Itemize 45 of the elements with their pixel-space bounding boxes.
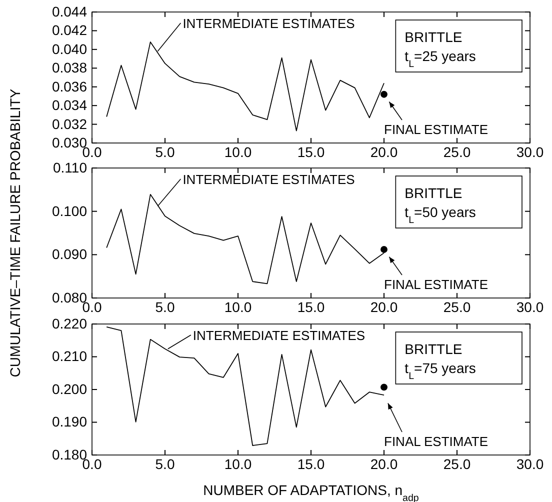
y-tick-label: 0.100 — [52, 202, 88, 219]
y-tick-label: 0.220 — [52, 315, 88, 332]
y-tick-label: 0.210 — [52, 348, 88, 364]
x-tick-label: 5.0 — [155, 456, 175, 472]
x-tick-label: 5.0 — [155, 298, 175, 315]
x-tick-label: 20.0 — [370, 456, 398, 472]
annotation: INTERMEDIATE ESTIMATES — [182, 16, 356, 31]
x-tick-label: 25.0 — [443, 298, 471, 315]
x-tick-label: 20.0 — [370, 144, 398, 160]
y-tick-label: 0.042 — [52, 22, 88, 38]
x-tick-label: 25.0 — [443, 144, 471, 160]
y-tick-label: 0.190 — [52, 414, 88, 430]
y-tick-label: 0.036 — [52, 78, 88, 94]
y-tick-label: 0.032 — [52, 116, 88, 132]
x-tick-label: 10.0 — [224, 298, 252, 315]
x-tick-label: 15.0 — [297, 144, 325, 160]
x-tick-label: 30.0 — [516, 144, 544, 160]
y-tick-label: 0.040 — [52, 40, 88, 57]
annotation: t$_{L}$=75 years — [404, 360, 476, 382]
y-tick-label: 0.034 — [52, 97, 88, 114]
annotation: t$_{L}$=50 years — [404, 204, 476, 226]
annotation: BRITTLE — [404, 341, 462, 357]
x-tick-label: 20.0 — [370, 298, 398, 315]
y-tick-label: 0.110 — [53, 159, 88, 176]
x-tick-label: 10.0 — [224, 456, 252, 472]
y-tick-label: 0.044 — [52, 3, 88, 20]
annotation: INTERMEDIATE ESTIMATES — [182, 172, 356, 187]
x-tick-label: 30.0 — [516, 456, 544, 472]
y-tick-label: 0.200 — [52, 380, 88, 397]
annotation: FINAL ESTIMATE — [384, 122, 488, 137]
annotation: FINAL ESTIMATE — [384, 434, 488, 449]
annotation: INTERMEDIATE ESTIMATES — [192, 328, 366, 343]
x-tick-label: 15.0 — [297, 456, 325, 472]
y-tick-label: 0.090 — [52, 246, 88, 262]
annotation: BRITTLE — [404, 185, 462, 201]
x-tick-label: 25.0 — [443, 456, 471, 472]
x-tick-label: 5.0 — [155, 144, 175, 160]
y-axis-title: CUMULATIVE–TIME FAILURE PROBABILITY — [7, 88, 23, 378]
annotation: BRITTLE — [404, 29, 462, 45]
x-tick-label: 30.0 — [516, 298, 544, 315]
annotation: t$_{L}$=25 years — [404, 48, 476, 70]
y-tick-label: 0.038 — [52, 60, 88, 76]
x-tick-label: 15.0 — [297, 298, 325, 315]
x-tick-label: 10.0 — [224, 144, 252, 160]
annotation: FINAL ESTIMATE — [384, 277, 488, 292]
